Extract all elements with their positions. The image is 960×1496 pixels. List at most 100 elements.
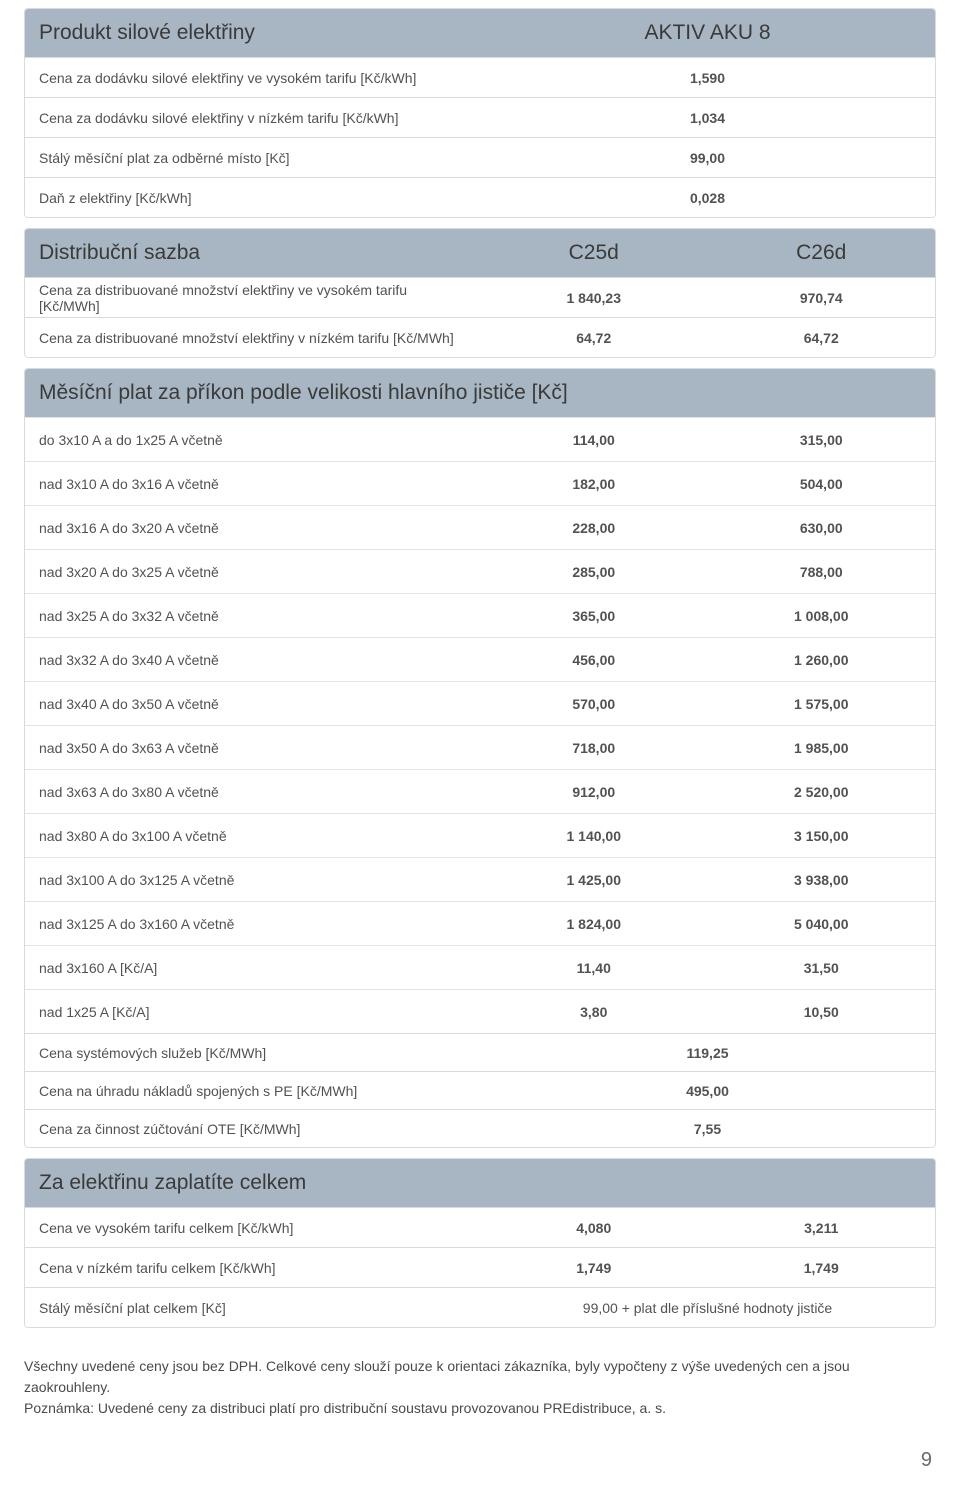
row-v1: 1 840,23 bbox=[480, 277, 708, 317]
row-label: nad 3x125 A do 3x160 A včetně bbox=[25, 901, 480, 945]
row-label: nad 3x10 A do 3x16 A včetně bbox=[25, 461, 480, 505]
product-header-label: Produkt silové elektřiny bbox=[25, 9, 480, 57]
row-v1: 285,00 bbox=[480, 549, 708, 593]
row-v2: 3 938,00 bbox=[708, 857, 936, 901]
row-label: do 3x10 A a do 1x25 A včetně bbox=[25, 417, 480, 461]
table-row: nad 3x100 A do 3x125 A včetně1 425,003 9… bbox=[25, 857, 935, 901]
table-row: nad 3x50 A do 3x63 A včetně718,001 985,0… bbox=[25, 725, 935, 769]
row-label: Daň z elektřiny [Kč/kWh] bbox=[25, 177, 480, 217]
row-label: Cena za distribuované množství elektřiny… bbox=[25, 317, 480, 357]
table-row: Cena v nízkém tarifu celkem [Kč/kWh] 1,7… bbox=[25, 1247, 935, 1287]
table-row: Cena systémových služeb [Kč/MWh]119,25 bbox=[25, 1033, 935, 1071]
row-v1: 182,00 bbox=[480, 461, 708, 505]
row-v1: 114,00 bbox=[480, 417, 708, 461]
table-row: nad 3x40 A do 3x50 A včetně570,001 575,0… bbox=[25, 681, 935, 725]
row-label: nad 3x63 A do 3x80 A včetně bbox=[25, 769, 480, 813]
row-label: nad 3x40 A do 3x50 A včetně bbox=[25, 681, 480, 725]
row-v2: 10,50 bbox=[708, 989, 936, 1033]
row-label: nad 3x160 A [Kč/A] bbox=[25, 945, 480, 989]
table-row: Stálý měsíční plat celkem [Kč] 99,00 + p… bbox=[25, 1287, 935, 1327]
row-v2: 315,00 bbox=[708, 417, 936, 461]
row-label: nad 1x25 A [Kč/A] bbox=[25, 989, 480, 1033]
table-row: nad 3x80 A do 3x100 A včetně1 140,003 15… bbox=[25, 813, 935, 857]
row-v2: 1 260,00 bbox=[708, 637, 936, 681]
row-value: 1,034 bbox=[480, 97, 935, 137]
row-value: 119,25 bbox=[480, 1033, 935, 1071]
row-v1: 1 140,00 bbox=[480, 813, 708, 857]
row-v2: 5 040,00 bbox=[708, 901, 936, 945]
row-v2: 3 150,00 bbox=[708, 813, 936, 857]
row-v1: 11,40 bbox=[480, 945, 708, 989]
row-value: 0,028 bbox=[480, 177, 935, 217]
row-value: 495,00 bbox=[480, 1071, 935, 1109]
row-merged-value: 99,00 + plat dle příslušné hodnoty jisti… bbox=[480, 1287, 935, 1327]
row-v2: 1,749 bbox=[708, 1247, 936, 1287]
table-row: do 3x10 A a do 1x25 A včetně114,00315,00 bbox=[25, 417, 935, 461]
row-label: Cena systémových služeb [Kč/MWh] bbox=[25, 1033, 480, 1071]
row-label: Cena ve vysokém tarifu celkem [Kč/kWh] bbox=[25, 1207, 480, 1247]
row-v1: 1 425,00 bbox=[480, 857, 708, 901]
table-row: Cena za distribuované množství elektřiny… bbox=[25, 277, 935, 317]
row-label: nad 3x32 A do 3x40 A včetně bbox=[25, 637, 480, 681]
page-number: 9 bbox=[24, 1449, 936, 1472]
row-v2: 1 008,00 bbox=[708, 593, 936, 637]
row-label: Cena za dodávku silové elektřiny v nízké… bbox=[25, 97, 480, 137]
dist-header-label: Distribuční sazba bbox=[25, 229, 480, 277]
table-row: Stálý měsíční plat za odběrné místo [Kč]… bbox=[25, 137, 935, 177]
row-v1: 365,00 bbox=[480, 593, 708, 637]
row-v2: 1 575,00 bbox=[708, 681, 936, 725]
breaker-table: Měsíční plat za příkon podle velikosti h… bbox=[24, 368, 936, 1148]
dist-col1: C25d bbox=[480, 229, 708, 277]
row-label: nad 3x50 A do 3x63 A včetně bbox=[25, 725, 480, 769]
note-line-1: Všechny uvedené ceny jsou bez DPH. Celko… bbox=[24, 1356, 936, 1398]
row-label: Cena za dodávku silové elektřiny ve vyso… bbox=[25, 57, 480, 97]
product-table: Produkt silové elektřiny AKTIV AKU 8 Cen… bbox=[24, 8, 936, 218]
row-v1: 570,00 bbox=[480, 681, 708, 725]
table-row: Cena za činnost zúčtování OTE [Kč/MWh]7,… bbox=[25, 1109, 935, 1147]
dist-col2: C26d bbox=[708, 229, 936, 277]
table-row: nad 3x20 A do 3x25 A včetně285,00788,00 bbox=[25, 549, 935, 593]
total-table: Za elektřinu zaplatíte celkem Cena ve vy… bbox=[24, 1158, 936, 1328]
row-v1: 912,00 bbox=[480, 769, 708, 813]
row-label: Cena za činnost zúčtování OTE [Kč/MWh] bbox=[25, 1109, 480, 1147]
row-v1: 228,00 bbox=[480, 505, 708, 549]
breaker-header: Měsíční plat za příkon podle velikosti h… bbox=[25, 369, 935, 417]
table-row: nad 3x32 A do 3x40 A včetně456,001 260,0… bbox=[25, 637, 935, 681]
row-v2: 504,00 bbox=[708, 461, 936, 505]
row-v1: 718,00 bbox=[480, 725, 708, 769]
table-row: nad 3x125 A do 3x160 A včetně1 824,005 0… bbox=[25, 901, 935, 945]
table-row: Cena ve vysokém tarifu celkem [Kč/kWh] 4… bbox=[25, 1207, 935, 1247]
total-header-row: Za elektřinu zaplatíte celkem bbox=[25, 1159, 935, 1207]
row-value: 1,590 bbox=[480, 57, 935, 97]
row-label: nad 3x16 A do 3x20 A včetně bbox=[25, 505, 480, 549]
row-v2: 788,00 bbox=[708, 549, 936, 593]
row-v2: 2 520,00 bbox=[708, 769, 936, 813]
table-row: nad 1x25 A [Kč/A]3,8010,50 bbox=[25, 989, 935, 1033]
table-row: nad 3x160 A [Kč/A]11,4031,50 bbox=[25, 945, 935, 989]
table-row: nad 3x10 A do 3x16 A včetně182,00504,00 bbox=[25, 461, 935, 505]
row-value: 99,00 bbox=[480, 137, 935, 177]
table-row: Cena za distribuované množství elektřiny… bbox=[25, 317, 935, 357]
row-label: nad 3x25 A do 3x32 A včetně bbox=[25, 593, 480, 637]
total-header: Za elektřinu zaplatíte celkem bbox=[25, 1159, 935, 1207]
row-label: nad 3x80 A do 3x100 A včetně bbox=[25, 813, 480, 857]
row-v1: 64,72 bbox=[480, 317, 708, 357]
table-row: Daň z elektřiny [Kč/kWh] 0,028 bbox=[25, 177, 935, 217]
product-header-value: AKTIV AKU 8 bbox=[480, 9, 935, 57]
row-label: Cena na úhradu nákladů spojených s PE [K… bbox=[25, 1071, 480, 1109]
row-v1: 456,00 bbox=[480, 637, 708, 681]
table-row: nad 3x63 A do 3x80 A včetně912,002 520,0… bbox=[25, 769, 935, 813]
note-line-2: Poznámka: Uvedené ceny za distribuci pla… bbox=[24, 1398, 936, 1419]
table-row: Cena za dodávku silové elektřiny v nízké… bbox=[25, 97, 935, 137]
row-v1: 1 824,00 bbox=[480, 901, 708, 945]
row-v2: 630,00 bbox=[708, 505, 936, 549]
row-label: nad 3x20 A do 3x25 A včetně bbox=[25, 549, 480, 593]
row-v2: 64,72 bbox=[708, 317, 936, 357]
breaker-header-row: Měsíční plat za příkon podle velikosti h… bbox=[25, 369, 935, 417]
row-v1: 3,80 bbox=[480, 989, 708, 1033]
table-row: nad 3x16 A do 3x20 A včetně228,00630,00 bbox=[25, 505, 935, 549]
dist-header-row: Distribuční sazba C25d C26d bbox=[25, 229, 935, 277]
row-label: Stálý měsíční plat celkem [Kč] bbox=[25, 1287, 480, 1327]
notes-block: Všechny uvedené ceny jsou bez DPH. Celko… bbox=[24, 1356, 936, 1419]
table-row: Cena za dodávku silové elektřiny ve vyso… bbox=[25, 57, 935, 97]
